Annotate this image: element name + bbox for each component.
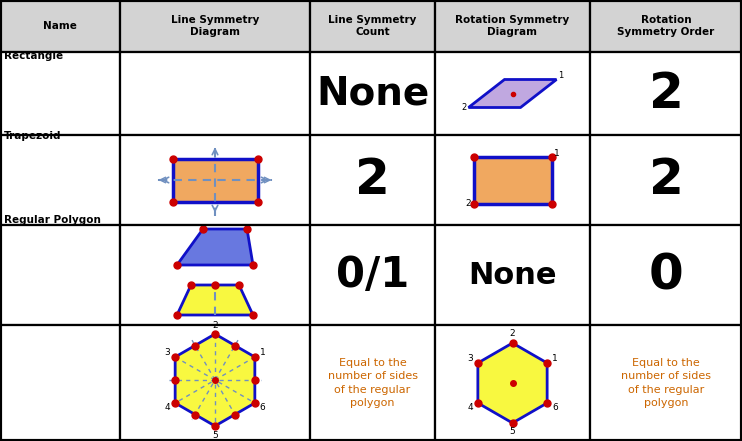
Bar <box>120 0 310 52</box>
Text: None: None <box>316 75 429 112</box>
Bar <box>435 52 590 135</box>
Bar <box>435 135 590 225</box>
Bar <box>310 135 435 225</box>
Bar <box>435 325 590 441</box>
Bar <box>435 135 590 225</box>
Bar <box>310 52 435 135</box>
Bar <box>120 325 310 441</box>
Bar <box>473 157 551 203</box>
Text: 4: 4 <box>165 403 170 412</box>
Bar <box>120 135 310 225</box>
Bar <box>590 325 742 441</box>
Bar <box>310 135 435 225</box>
Bar <box>435 52 590 135</box>
Text: 2: 2 <box>465 199 471 209</box>
Text: None: None <box>468 261 556 289</box>
Text: Rectangle: Rectangle <box>4 51 63 61</box>
Text: Equal to the
number of sides
of the regular
polygon: Equal to the number of sides of the regu… <box>327 358 418 408</box>
Bar <box>0 135 120 225</box>
Text: 2: 2 <box>649 70 683 117</box>
Bar <box>310 325 435 441</box>
Text: 3: 3 <box>467 354 473 363</box>
Bar <box>310 225 435 325</box>
Bar <box>0 135 120 225</box>
Text: 2: 2 <box>462 102 467 112</box>
Polygon shape <box>177 229 253 265</box>
Text: Rotation
Symmetry Order: Rotation Symmetry Order <box>617 15 715 37</box>
Bar <box>435 325 590 441</box>
Text: 2: 2 <box>649 156 683 204</box>
Text: Line Symmetry
Count: Line Symmetry Count <box>328 15 417 37</box>
Bar <box>310 0 435 52</box>
Text: 6: 6 <box>552 403 558 412</box>
Bar <box>590 135 742 225</box>
Polygon shape <box>468 79 556 108</box>
Text: 1: 1 <box>559 71 564 81</box>
Bar <box>0 52 120 135</box>
Bar <box>590 325 742 441</box>
Bar <box>590 52 742 135</box>
Bar <box>590 52 742 135</box>
Bar <box>120 52 310 135</box>
Bar <box>120 135 310 225</box>
Text: Regular Polygon: Regular Polygon <box>4 215 101 225</box>
Text: 5: 5 <box>510 427 516 437</box>
Text: 2: 2 <box>212 321 218 329</box>
Polygon shape <box>177 285 253 315</box>
Text: 6: 6 <box>260 403 266 412</box>
Text: 1: 1 <box>552 354 558 363</box>
Bar <box>120 52 310 135</box>
Bar <box>120 0 310 52</box>
Bar <box>590 0 742 52</box>
Bar <box>435 225 590 325</box>
Text: Trapezoid: Trapezoid <box>4 131 62 141</box>
Text: 2: 2 <box>510 329 515 339</box>
Bar <box>120 225 310 325</box>
Text: 2: 2 <box>355 156 390 204</box>
Bar <box>120 225 310 325</box>
Bar <box>590 0 742 52</box>
Bar <box>435 0 590 52</box>
Text: Name: Name <box>43 21 77 31</box>
Bar <box>310 325 435 441</box>
Bar <box>310 52 435 135</box>
Bar <box>0 0 120 52</box>
Bar <box>0 0 120 52</box>
Text: 0/1: 0/1 <box>336 254 409 296</box>
Bar <box>0 325 120 441</box>
Bar <box>590 225 742 325</box>
Text: 3: 3 <box>165 348 170 357</box>
Bar <box>0 325 120 441</box>
Text: 0: 0 <box>649 251 683 299</box>
Polygon shape <box>175 334 255 426</box>
Bar <box>435 225 590 325</box>
Text: Equal to the
number of sides
of the regular
polygon: Equal to the number of sides of the regu… <box>621 358 711 408</box>
Bar <box>310 0 435 52</box>
Bar <box>435 0 590 52</box>
Polygon shape <box>478 343 547 423</box>
Text: 1: 1 <box>260 348 266 357</box>
Text: 4: 4 <box>467 403 473 412</box>
Bar <box>0 225 120 325</box>
Text: Rotation Symmetry
Diagram: Rotation Symmetry Diagram <box>456 15 570 37</box>
Bar <box>172 158 257 202</box>
Text: 1: 1 <box>554 149 559 157</box>
Bar <box>0 225 120 325</box>
Bar <box>0 52 120 135</box>
Bar <box>590 225 742 325</box>
Bar <box>120 325 310 441</box>
Text: Line Symmetry
Diagram: Line Symmetry Diagram <box>171 15 259 37</box>
Bar <box>310 225 435 325</box>
Bar <box>590 135 742 225</box>
Text: 5: 5 <box>212 430 218 440</box>
